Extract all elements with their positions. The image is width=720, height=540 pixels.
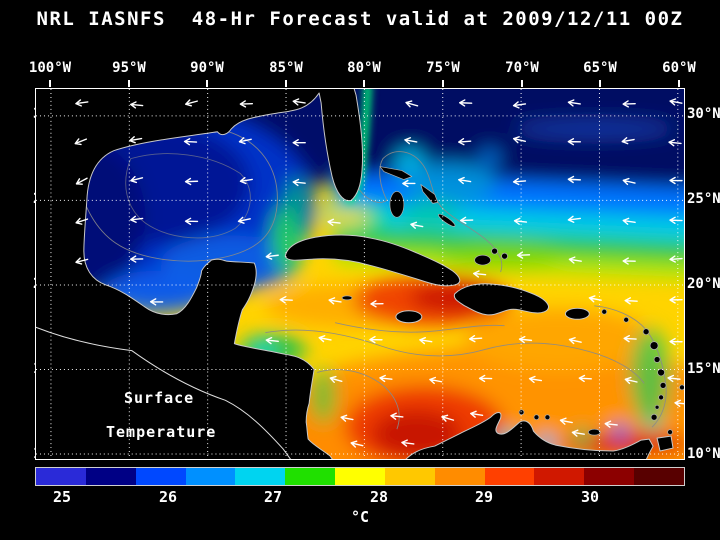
lon-tick xyxy=(128,80,130,87)
longitude-axis: 100°W 95°W 90°W 85°W 80°W 75°W 70°W 65°W… xyxy=(29,60,696,78)
lon-tick xyxy=(49,80,51,87)
lon-label: 60°W xyxy=(662,60,696,76)
lon-tick xyxy=(285,80,287,87)
colorbar-unit: °C xyxy=(350,508,370,526)
lat-label: 30°N xyxy=(687,106,720,122)
colorbar-segment xyxy=(235,468,286,485)
lon-label: 95°W xyxy=(112,60,146,76)
lon-tick xyxy=(599,80,601,87)
lat-label: 10°N xyxy=(687,446,720,462)
lat-label: 15°N xyxy=(687,361,720,377)
colorbar-segment xyxy=(384,468,435,485)
lon-label: 80°W xyxy=(347,60,381,76)
lon-tick xyxy=(442,80,444,87)
lon-label: 100°W xyxy=(28,60,72,76)
colorbar-tick-label: 30 xyxy=(580,488,600,506)
colorbar-ticks: 25 26 27 28 29 30 xyxy=(35,488,685,506)
colorbar-segment xyxy=(484,468,535,485)
lon-label: 85°W xyxy=(269,60,303,76)
colorbar-tick-label: 26 xyxy=(158,488,178,506)
colorbar-segment xyxy=(584,468,635,485)
colorbar-tick-label: 25 xyxy=(52,488,72,506)
lon-label: 90°W xyxy=(190,60,224,76)
colorbar-segment xyxy=(135,468,186,485)
colorbar-tick-label: 28 xyxy=(369,488,389,506)
colorbar-segment xyxy=(634,468,684,485)
lon-tick xyxy=(521,80,523,87)
sst-map: Surface Temperature xyxy=(35,88,685,460)
colorbar-segment xyxy=(434,468,485,485)
colorbar-segment xyxy=(335,468,385,485)
colorbar-gradient xyxy=(35,467,685,486)
temperature-label: Temperature xyxy=(106,423,217,441)
lon-tick xyxy=(206,80,208,87)
land-masses xyxy=(36,89,684,459)
surface-label: Surface xyxy=(124,389,195,407)
lon-tick xyxy=(363,80,365,87)
page-title: NRL IASNFS 48-Hr Forecast valid at 2009/… xyxy=(36,8,684,30)
colorbar-segment xyxy=(534,468,585,485)
lon-label: 70°W xyxy=(505,60,539,76)
graticule xyxy=(36,89,684,459)
sst-map-svg xyxy=(36,89,684,459)
colorbar-segment xyxy=(285,468,336,485)
lat-label: 20°N xyxy=(687,276,720,292)
lon-label: 75°W xyxy=(426,60,460,76)
sst-field xyxy=(36,89,684,459)
latitude-axis-right: 30°N 25°N 20°N 15°N 10°N xyxy=(687,88,720,462)
latitude-axis-left: 30°N 25°N 20°N 15°N 10°N xyxy=(1,88,67,462)
colorbar-segment xyxy=(185,468,236,485)
pacific-coastline xyxy=(36,326,291,459)
colorbar-tick-label: 29 xyxy=(474,488,494,506)
colorbar-segment xyxy=(85,468,136,485)
colorbar-tick-label: 27 xyxy=(263,488,283,506)
lon-tick xyxy=(678,80,680,87)
colorbar-segment xyxy=(36,468,86,485)
lon-label: 65°W xyxy=(583,60,617,76)
lat-label: 25°N xyxy=(687,191,720,207)
